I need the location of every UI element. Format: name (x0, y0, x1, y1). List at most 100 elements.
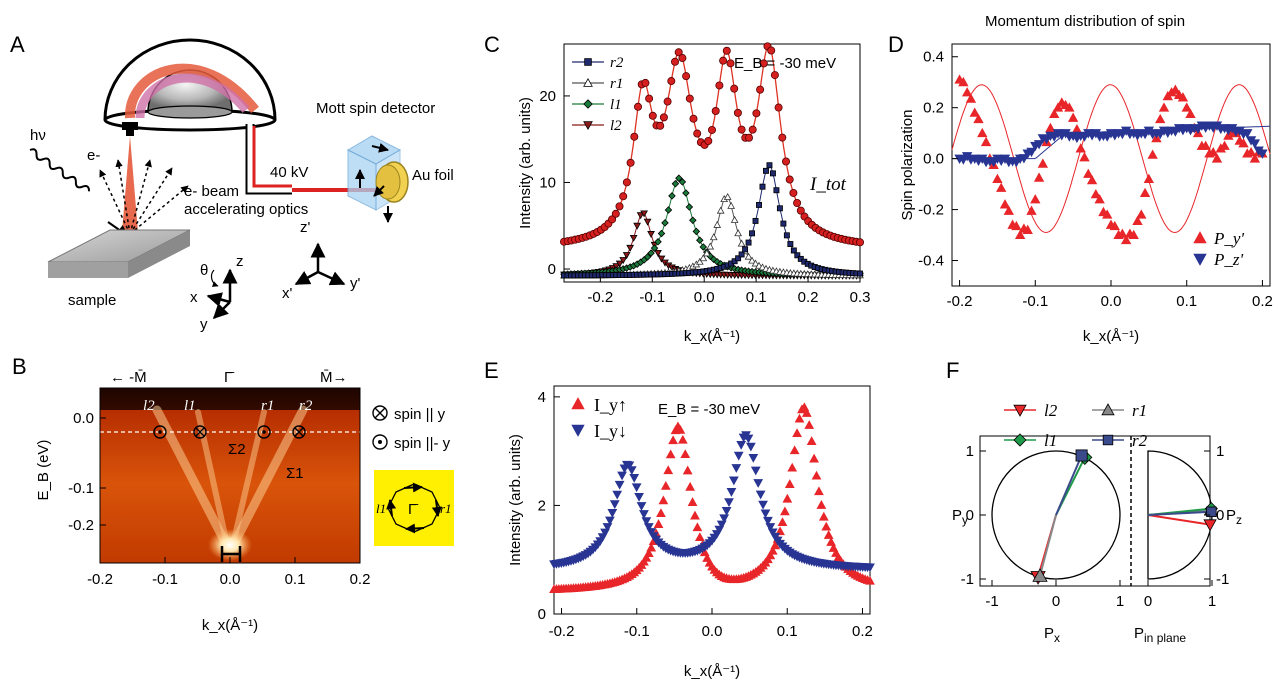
axis-xp-label: x' (282, 285, 293, 302)
data-point-spin-down (641, 517, 652, 526)
voltage-label: 40 kV (270, 164, 308, 181)
data-point-pz (1026, 147, 1037, 158)
panel-a-schematic: hν e- e- beam accelerating optics 40 kV … (29, 38, 454, 333)
vector-left-r2 (1055, 455, 1083, 516)
data-point-r1 (699, 254, 708, 262)
panel-f-ytick-label-right: 1 (1216, 443, 1224, 460)
data-point-spin-down (617, 471, 627, 481)
total-data-point (663, 97, 672, 106)
gamma-glow (208, 529, 252, 561)
data-point-l1 (685, 203, 694, 211)
data-point-spin-down (733, 451, 744, 461)
panel-c-chart: -0.2 -0.1 0.0 0.1 0.2 0.3 0 10 20 r2 r1 l1 l2 E_B =… (517, 42, 871, 345)
data-point-py (1014, 229, 1026, 240)
data-point-py (1158, 102, 1170, 112)
map-xtick-label: 0.1 (285, 571, 306, 588)
legend-marker-l2 (1013, 404, 1027, 417)
data-point-r1 (730, 215, 739, 223)
inset-label-gamma: Γ̄ (408, 501, 418, 518)
panel-e-ytick-label: 0 (538, 606, 546, 623)
data-point-l1 (713, 258, 721, 266)
axis-yp-label: y' (350, 275, 361, 292)
data-point-r2 (780, 220, 787, 227)
total-data-point (774, 103, 783, 112)
map-ytick-label: -0.1 (68, 480, 94, 497)
top-label-mbar-right: M̄→ (320, 369, 348, 386)
panel-c-ytick-label: 10 (539, 174, 556, 191)
data-point-r2 (763, 167, 769, 174)
panel-c-xtick-label: -0.2 (587, 289, 613, 306)
data-point-spin-down (731, 464, 742, 473)
band-label-l2: l2 (143, 398, 155, 414)
data-point-spin-up (809, 453, 819, 463)
data-point-py (980, 136, 992, 147)
data-point-l1 (709, 255, 718, 264)
total-data-point (674, 48, 683, 57)
data-point-spin-up (823, 530, 834, 539)
total-data-point (619, 192, 628, 201)
data-point-r1 (706, 242, 715, 250)
electron-trajectory-pink (135, 73, 250, 119)
axis-y-label: y (200, 316, 208, 333)
data-point-l1 (657, 229, 666, 238)
data-point-spin-down (624, 461, 635, 471)
legend-label-l2: l2 (610, 118, 622, 134)
data-point-r1 (734, 229, 742, 237)
data-point-spin-up (784, 479, 795, 488)
data-point-py (1079, 152, 1090, 162)
panel-e-annotation: E_B = -30 meV (658, 401, 760, 418)
total-data-point (770, 71, 779, 80)
data-point-py (1245, 146, 1257, 157)
data-point-spin-down (612, 490, 623, 500)
panel-c-xtick-label: -0.1 (639, 289, 665, 306)
data-point-r2 (769, 170, 776, 177)
data-point-r1 (716, 206, 725, 214)
data-point-spin-up (775, 526, 785, 536)
data-point-spin-up (816, 500, 827, 509)
band-label-r1: r1 (261, 398, 274, 414)
electron-label: e- (87, 147, 100, 164)
data-point-spin-up (658, 495, 669, 505)
total-data-point (785, 175, 794, 184)
data-point-spin-down (865, 563, 875, 573)
legend-label-pz: P_z' (1213, 250, 1244, 269)
panel-f-xtick-label: 1 (1116, 593, 1124, 610)
data-point-l2 (636, 212, 645, 220)
top-label-gamma: Γ̄ (224, 369, 234, 386)
panel-d-ytick-label: 0.4 (923, 49, 944, 66)
total-data-point (752, 109, 761, 118)
data-point-py (961, 87, 973, 97)
data-point-r2 (759, 183, 766, 190)
data-point-spin-down (614, 480, 625, 490)
data-point-r2 (735, 255, 742, 262)
data-point-py (1049, 108, 1060, 119)
data-point-l1 (692, 227, 701, 236)
data-point-r1 (748, 256, 756, 264)
panel-c-xtick-label: 0.2 (798, 289, 819, 306)
panel-c-ylabel: Intensity (arb. units) (517, 97, 534, 229)
legend-marker-pz (1193, 253, 1207, 266)
panel-f-ytick-label: 0 (966, 507, 974, 524)
panel-d-xtick-label: 0.0 (1101, 293, 1122, 310)
data-point-l1 (654, 238, 662, 246)
data-point-py (1208, 146, 1219, 157)
data-point-spin-up (646, 542, 657, 552)
total-data-point (737, 125, 746, 134)
data-point-l1 (699, 243, 708, 251)
data-point-l2 (622, 252, 631, 260)
data-point-spin-up (818, 511, 829, 521)
panel-c-xtick-label: 0.3 (850, 289, 871, 306)
data-point-spin-down (629, 473, 640, 483)
sigma2-label: Σ2 (228, 441, 246, 458)
data-point-py (1011, 220, 1022, 231)
panel-letter-f: F (946, 358, 959, 383)
photon-wave (29, 148, 90, 192)
total-data-point (796, 206, 805, 215)
panel-e-xtick-label: 0.0 (702, 623, 723, 640)
data-point-spin-down (721, 506, 732, 516)
data-point-l1 (675, 174, 683, 182)
legend-marker-l2 (583, 121, 593, 131)
total-data-point (733, 108, 742, 117)
data-point-spin-up (663, 465, 674, 475)
